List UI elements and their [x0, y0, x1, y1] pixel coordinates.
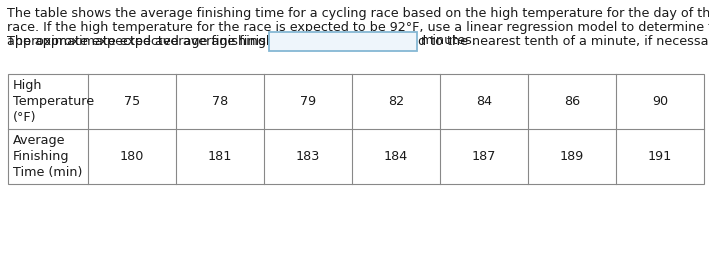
Text: Average
Finishing
Time (min): Average Finishing Time (min) [13, 134, 82, 179]
Text: 189: 189 [560, 150, 584, 163]
Text: 82: 82 [388, 95, 404, 108]
Text: 79: 79 [300, 95, 316, 108]
Text: 183: 183 [296, 150, 320, 163]
Text: 75: 75 [124, 95, 140, 108]
Text: 78: 78 [212, 95, 228, 108]
Text: 184: 184 [384, 150, 408, 163]
Text: 180: 180 [120, 150, 144, 163]
Text: The approximate expected average finishing time is: The approximate expected average finishi… [7, 34, 341, 48]
Bar [8, 74, 704, 184]
Text: minutes.: minutes. [420, 34, 476, 48]
Text: High
Temperature
(°F): High Temperature (°F) [13, 79, 94, 124]
Bar [269, 31, 416, 51]
Text: The table shows the average finishing time for a cycling race based on the high : The table shows the average finishing ti… [7, 7, 709, 20]
Text: 187: 187 [471, 150, 496, 163]
Text: 191: 191 [648, 150, 672, 163]
Text: 90: 90 [652, 95, 668, 108]
Text: 84: 84 [476, 95, 492, 108]
Text: 181: 181 [208, 150, 232, 163]
Text: approximate expected average finishing time for the race. Round to the nearest t: approximate expected average finishing t… [7, 35, 709, 48]
Text: race. If the high temperature for the race is expected to be 92°F, use a linear : race. If the high temperature for the ra… [7, 21, 709, 34]
Text: 86: 86 [564, 95, 580, 108]
